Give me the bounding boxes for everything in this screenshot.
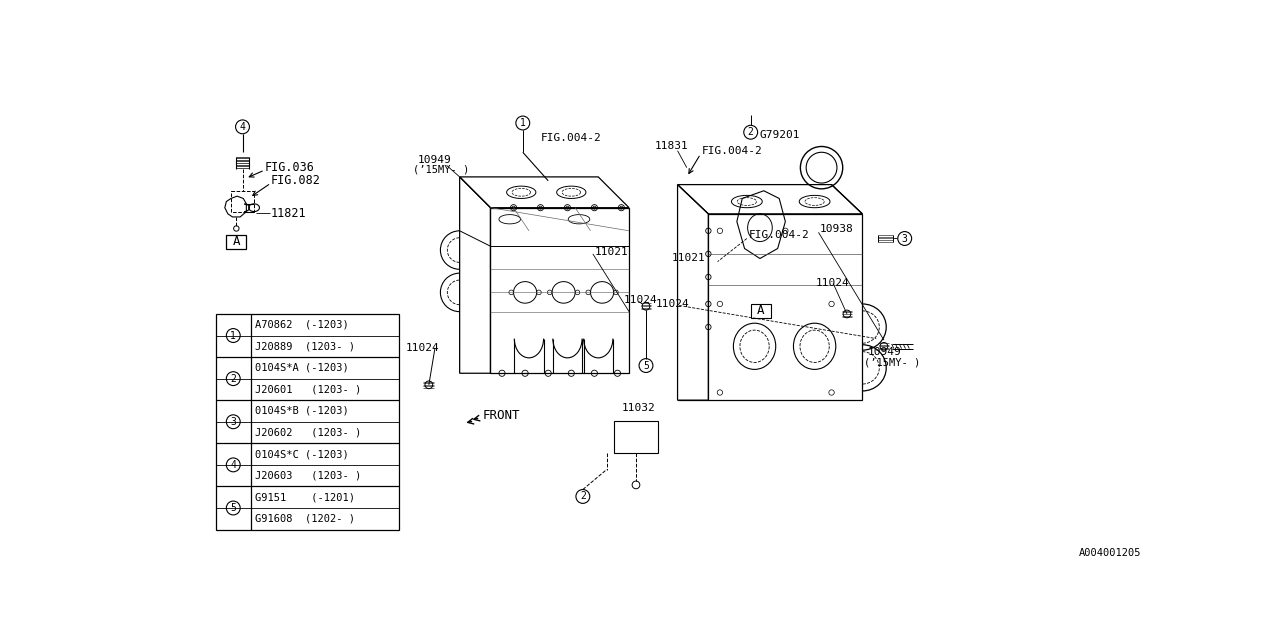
- Text: A: A: [756, 305, 764, 317]
- Bar: [227, 235, 246, 248]
- Text: 0104S*A (-1203): 0104S*A (-1203): [255, 363, 348, 373]
- Text: 1: 1: [520, 118, 526, 128]
- Text: 11021: 11021: [672, 253, 705, 263]
- Text: FIG.004-2: FIG.004-2: [540, 133, 602, 143]
- Text: FIG.004-2: FIG.004-2: [749, 230, 809, 239]
- Text: J20889  (1203- ): J20889 (1203- ): [255, 341, 355, 351]
- Text: 11024: 11024: [657, 299, 690, 309]
- Text: 5: 5: [230, 503, 237, 513]
- Text: 10949: 10949: [417, 155, 451, 165]
- Text: 0104S*C (-1203): 0104S*C (-1203): [255, 449, 348, 459]
- Text: 11831: 11831: [654, 141, 689, 151]
- Text: J20603   (1203- ): J20603 (1203- ): [255, 470, 361, 481]
- Bar: [230, 191, 253, 212]
- Text: 5: 5: [643, 360, 649, 371]
- Text: 2: 2: [230, 374, 237, 383]
- Text: 11024: 11024: [817, 278, 850, 288]
- Text: 11021: 11021: [594, 247, 628, 257]
- Text: FRONT: FRONT: [483, 409, 520, 422]
- Text: 1: 1: [230, 330, 237, 340]
- Text: 2: 2: [748, 127, 754, 137]
- Text: 0104S*B (-1203): 0104S*B (-1203): [255, 406, 348, 416]
- Text: 11024: 11024: [623, 295, 658, 305]
- Text: G9151    (-1201): G9151 (-1201): [255, 492, 355, 502]
- Text: 11032: 11032: [622, 403, 655, 413]
- Text: FIG.004-2: FIG.004-2: [703, 146, 763, 156]
- Text: 4: 4: [239, 122, 246, 132]
- Text: (’15MY- ): (’15MY- ): [413, 164, 470, 174]
- Text: FIG.036: FIG.036: [265, 161, 315, 174]
- Text: 10938: 10938: [820, 224, 854, 234]
- Text: (’15MY- ): (’15MY- ): [864, 358, 920, 367]
- Text: J20601   (1203- ): J20601 (1203- ): [255, 385, 361, 394]
- Text: A004001205: A004001205: [1079, 548, 1140, 558]
- Text: G91608  (1202- ): G91608 (1202- ): [255, 514, 355, 524]
- Bar: [613, 421, 658, 453]
- Text: A70862  (-1203): A70862 (-1203): [255, 320, 348, 330]
- Text: 4: 4: [230, 460, 237, 470]
- Text: 10949: 10949: [868, 348, 901, 358]
- Text: J20602   (1203- ): J20602 (1203- ): [255, 428, 361, 438]
- Text: A: A: [233, 235, 241, 248]
- Text: 11821: 11821: [271, 207, 307, 220]
- Text: 11024: 11024: [406, 343, 439, 353]
- Text: 3: 3: [902, 234, 908, 243]
- Bar: [750, 304, 771, 318]
- Text: 2: 2: [580, 492, 586, 502]
- Text: G79201: G79201: [760, 131, 800, 140]
- Text: 3: 3: [230, 417, 237, 427]
- Text: FIG.082: FIG.082: [271, 174, 321, 188]
- Bar: [215, 314, 399, 529]
